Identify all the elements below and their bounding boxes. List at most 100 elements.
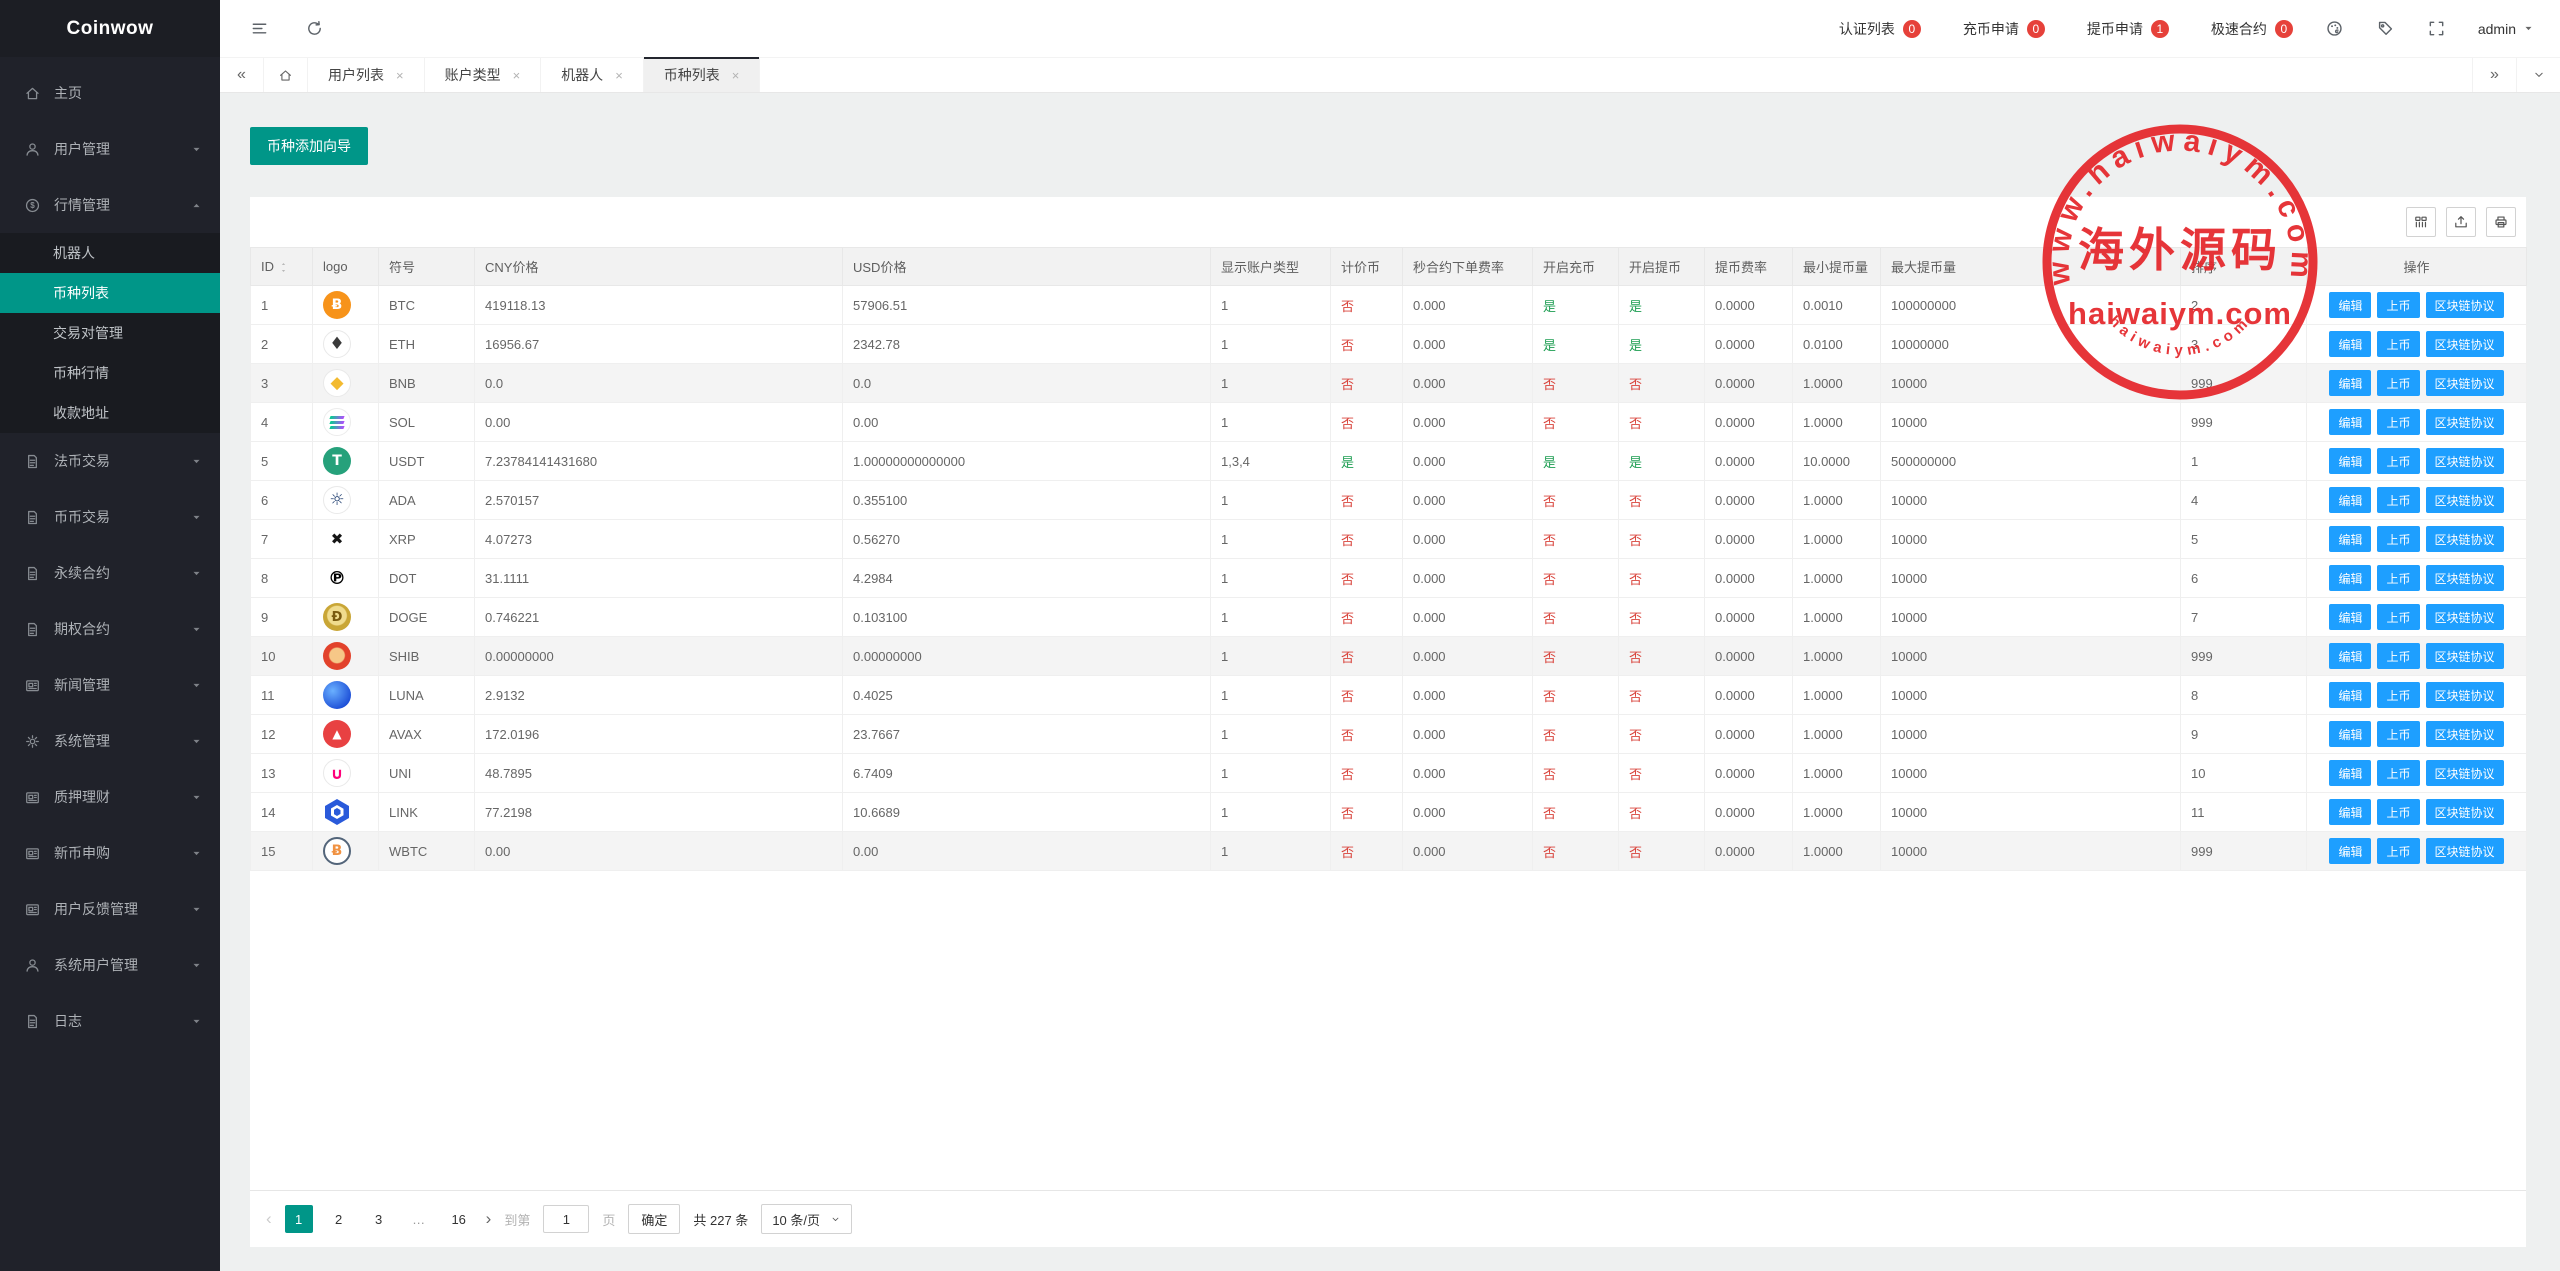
page-jump-input[interactable] <box>543 1205 590 1233</box>
sidebar-subitem-3[interactable]: 交易对管理 <box>53 325 123 341</box>
blockchain-protocol-button[interactable]: 区块链协议 <box>2425 682 2504 708</box>
sidebar-item-9[interactable]: 系统管理 <box>0 713 220 769</box>
sort-icons[interactable] <box>279 261 288 274</box>
blockchain-protocol-button[interactable]: 区块链协议 <box>2425 565 2504 591</box>
user-menu[interactable]: admin <box>2478 21 2534 37</box>
print-button[interactable] <box>2486 207 2516 237</box>
list-coin-button[interactable]: 上币 <box>2377 526 2420 552</box>
close-tab-icon[interactable]: × <box>396 67 404 83</box>
page-number-2[interactable]: 2 <box>335 1211 343 1227</box>
close-tab-icon[interactable]: × <box>512 67 521 83</box>
blockchain-protocol-button[interactable]: 区块链协议 <box>2425 526 2504 552</box>
sidebar-item-8[interactable]: 新闻管理 <box>0 657 220 713</box>
edit-button[interactable]: 编辑 <box>2329 838 2372 864</box>
edit-button[interactable]: 编辑 <box>2329 331 2372 357</box>
list-coin-button[interactable]: 上币 <box>2377 409 2420 435</box>
confirm-page-button[interactable]: 确定 <box>628 1204 681 1234</box>
sidebar-item-4[interactable]: 法币交易 <box>0 433 220 489</box>
page-number-3[interactable]: 3 <box>375 1211 383 1227</box>
list-coin-button[interactable]: 上币 <box>2377 760 2420 786</box>
tabs-menu-icon[interactable] <box>2516 58 2560 92</box>
sidebar-item-2[interactable]: 用户管理 <box>0 121 220 177</box>
sidebar-item-13[interactable]: 系统用户管理 <box>0 937 220 993</box>
blockchain-protocol-button[interactable]: 区块链协议 <box>2425 370 2504 396</box>
prev-page-icon[interactable]: ‹ <box>266 1209 272 1228</box>
list-coin-button[interactable]: 上币 <box>2377 643 2420 669</box>
blockchain-protocol-button[interactable]: 区块链协议 <box>2425 643 2504 669</box>
page-size-select[interactable]: 10 条/页 <box>761 1204 852 1234</box>
edit-button[interactable]: 编辑 <box>2329 487 2372 513</box>
edit-button[interactable]: 编辑 <box>2329 721 2372 747</box>
edit-button[interactable]: 编辑 <box>2329 565 2372 591</box>
sidebar-item-5[interactable]: 币币交易 <box>0 489 220 545</box>
export-button[interactable] <box>2446 207 2476 237</box>
topbar-nav-auth-list[interactable]: 认证列表 0 <box>1839 19 1921 39</box>
menu-collapse-icon[interactable] <box>250 19 269 38</box>
sidebar-subitem-4[interactable]: 币种行情 <box>53 365 109 381</box>
blockchain-protocol-button[interactable]: 区块链协议 <box>2425 331 2504 357</box>
tabs-scroll-right[interactable]: » <box>2472 58 2516 92</box>
column-header-1[interactable]: ID <box>250 247 313 286</box>
sidebar-subitem-1[interactable]: 机器人 <box>53 245 95 261</box>
edit-button[interactable]: 编辑 <box>2329 604 2372 630</box>
topbar-nav-deposit-requests[interactable]: 充币申请 0 <box>1963 19 2045 39</box>
edit-button[interactable]: 编辑 <box>2329 448 2372 474</box>
tab-3[interactable]: 机器人 × <box>541 58 644 92</box>
topbar-nav-withdraw-requests[interactable]: 提币申请 1 <box>2087 19 2169 39</box>
close-tab-icon[interactable]: × <box>615 67 623 83</box>
edit-button[interactable]: 编辑 <box>2329 526 2372 552</box>
close-tab-icon[interactable]: × <box>731 67 740 83</box>
blockchain-protocol-button[interactable]: 区块链协议 <box>2425 721 2504 747</box>
tab-1[interactable]: 用户列表 × <box>308 58 425 92</box>
palette-icon[interactable] <box>2325 19 2344 38</box>
blockchain-protocol-button[interactable]: 区块链协议 <box>2425 487 2504 513</box>
next-page-icon[interactable]: › <box>485 1209 492 1228</box>
edit-button[interactable]: 编辑 <box>2329 760 2372 786</box>
list-coin-button[interactable]: 上币 <box>2377 487 2420 513</box>
page-number-1[interactable]: 1 <box>284 1205 313 1233</box>
list-coin-button[interactable]: 上币 <box>2377 565 2420 591</box>
home-tab[interactable] <box>264 58 308 92</box>
add-coin-wizard-button[interactable]: 币种添加向导 <box>250 127 368 165</box>
page-number-16[interactable]: 16 <box>451 1211 466 1227</box>
tab-4[interactable]: 币种列表 × <box>643 57 761 92</box>
blockchain-protocol-button[interactable]: 区块链协议 <box>2425 604 2504 630</box>
edit-button[interactable]: 编辑 <box>2329 409 2372 435</box>
edit-button[interactable]: 编辑 <box>2329 682 2372 708</box>
edit-button[interactable]: 编辑 <box>2329 292 2372 318</box>
tabs-scroll-left[interactable]: « <box>220 58 264 92</box>
blockchain-protocol-button[interactable]: 区块链协议 <box>2425 409 2504 435</box>
blockchain-protocol-button[interactable]: 区块链协议 <box>2425 292 2504 318</box>
blockchain-protocol-button[interactable]: 区块链协议 <box>2425 838 2504 864</box>
tab-2[interactable]: 账户类型 × <box>425 58 542 92</box>
sidebar-item-14[interactable]: 日志 <box>0 993 220 1049</box>
tag-icon[interactable] <box>2376 19 2395 38</box>
refresh-icon[interactable] <box>305 19 324 38</box>
sidebar-subitem-2[interactable]: 币种列表 <box>0 273 220 313</box>
sidebar-subitem-5[interactable]: 收款地址 <box>53 405 109 421</box>
sidebar-item-7[interactable]: 期权合约 <box>0 601 220 657</box>
list-coin-button[interactable]: 上币 <box>2377 721 2420 747</box>
sidebar-item-1[interactable]: 主页 <box>0 65 220 121</box>
list-coin-button[interactable]: 上币 <box>2377 448 2420 474</box>
blockchain-protocol-button[interactable]: 区块链协议 <box>2425 448 2504 474</box>
edit-button[interactable]: 编辑 <box>2329 370 2372 396</box>
topbar-nav-fast-contract[interactable]: 极速合约 0 <box>2211 19 2293 39</box>
list-coin-button[interactable]: 上币 <box>2377 331 2420 357</box>
sidebar-item-12[interactable]: 用户反馈管理 <box>0 881 220 937</box>
sidebar-item-10[interactable]: 质押理财 <box>0 769 220 825</box>
list-coin-button[interactable]: 上币 <box>2377 370 2420 396</box>
fullscreen-icon[interactable] <box>2427 19 2446 38</box>
list-coin-button[interactable]: 上币 <box>2377 682 2420 708</box>
edit-button[interactable]: 编辑 <box>2329 643 2372 669</box>
blockchain-protocol-button[interactable]: 区块链协议 <box>2425 760 2504 786</box>
edit-button[interactable]: 编辑 <box>2329 799 2372 825</box>
sidebar-item-3[interactable]: 行情管理 <box>0 177 220 233</box>
sidebar-item-6[interactable]: 永续合约 <box>0 545 220 601</box>
blockchain-protocol-button[interactable]: 区块链协议 <box>2425 799 2504 825</box>
sidebar-item-11[interactable]: 新币申购 <box>0 825 220 881</box>
list-coin-button[interactable]: 上币 <box>2377 838 2420 864</box>
list-coin-button[interactable]: 上币 <box>2377 292 2420 318</box>
columns-button[interactable] <box>2406 207 2436 237</box>
list-coin-button[interactable]: 上币 <box>2377 799 2420 825</box>
